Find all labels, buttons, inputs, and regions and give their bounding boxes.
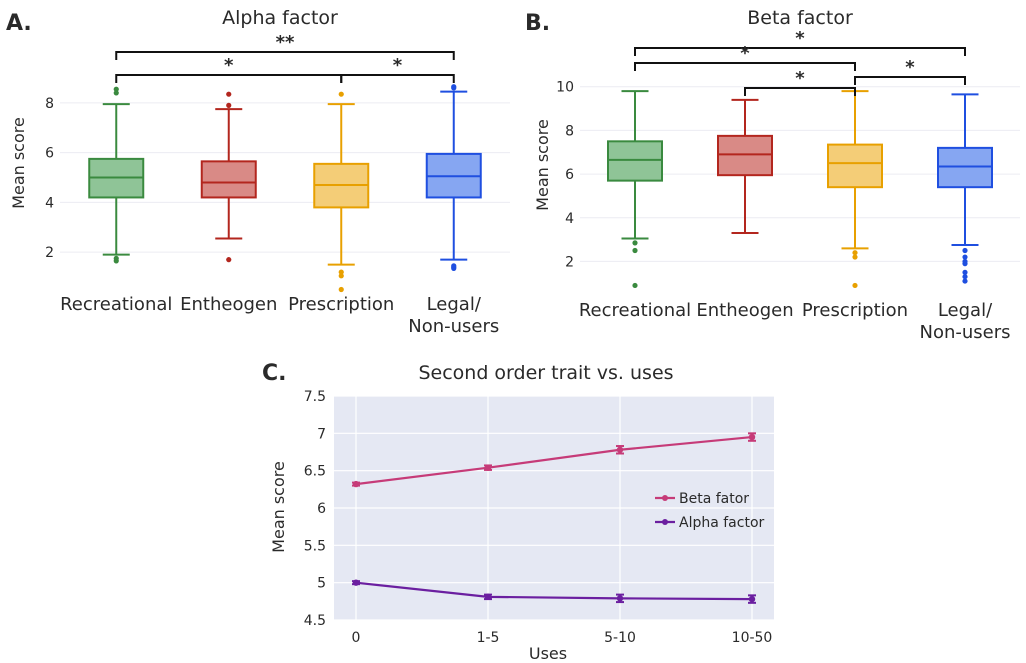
data-point [484, 593, 492, 601]
box-iqr [717, 134, 773, 177]
significance-marker: * [795, 28, 805, 49]
significance-marker: * [905, 57, 915, 78]
data-point [484, 464, 492, 471]
outlier-point [962, 269, 968, 275]
box-iqr [607, 140, 663, 182]
significance-bracket [115, 51, 455, 60]
x-tick-label: 10-50 [732, 630, 773, 646]
data-point [616, 595, 624, 602]
panel-c-xlabel: Uses [529, 644, 567, 663]
panel-b-title: Beta factor [747, 7, 853, 29]
panel-c: C. Second order trait vs. uses Mean scor… [262, 361, 774, 663]
significance-bracket [854, 76, 966, 85]
significance-bracket [340, 74, 455, 83]
y-tick-label: 6 [565, 167, 574, 183]
outlier-point [962, 258, 968, 265]
outlier-point [338, 273, 344, 279]
outlier-point [962, 247, 968, 254]
panel-a-letter: A. [6, 11, 32, 36]
panel-a-ylabel: Mean score [9, 117, 28, 209]
outlier-point [632, 282, 638, 289]
significance-marker: * [393, 55, 403, 76]
panel-c-ylabel: Mean score [269, 461, 288, 553]
y-tick-label: 4 [45, 195, 54, 211]
y-tick-label: 4.5 [304, 613, 326, 629]
outlier-point [962, 254, 968, 260]
y-tick-label: 10 [556, 80, 574, 96]
y-tick-label: 6.5 [304, 464, 326, 480]
outlier-point [226, 257, 232, 263]
data-point [748, 595, 756, 603]
y-tick-label: 7 [317, 426, 326, 442]
box-iqr [937, 146, 993, 189]
panel-a: A. Alpha factor Mean score 2 4 6 8 Recreatio… [6, 7, 510, 337]
x-category-label: Entheogen [696, 300, 793, 321]
y-tick-label: 4 [565, 211, 574, 227]
significance-bracket [744, 87, 856, 96]
x-tick-label: 5-10 [604, 630, 636, 646]
panel-b-letter: B. [525, 11, 550, 36]
significance-bracket [115, 74, 343, 83]
outlier-point [852, 282, 858, 289]
significance-bracket [634, 62, 856, 71]
data-point [616, 446, 624, 453]
x-category-label: Recreational [60, 294, 172, 315]
outlier-point [632, 240, 638, 246]
legend-label: Alpha factor [679, 515, 765, 531]
outlier-point [338, 269, 344, 275]
x-category-label: Legal/Non-users [408, 294, 499, 337]
outlier-point [962, 278, 968, 284]
panel-b-ylabel: Mean score [533, 119, 552, 211]
x-category-label: Entheogen [180, 294, 277, 315]
data-point [748, 433, 756, 441]
y-tick-label: 2 [565, 254, 574, 270]
y-tick-label: 8 [45, 96, 54, 112]
outlier-point [451, 263, 457, 269]
y-tick-label: 5.5 [304, 538, 326, 554]
y-tick-label: 8 [565, 123, 574, 139]
panel-a-title: Alpha factor [222, 7, 338, 29]
outlier-point [852, 250, 858, 256]
data-point [352, 480, 360, 488]
y-tick-label: 7.5 [304, 389, 326, 405]
outlier-point [962, 274, 968, 280]
x-category-label: Prescription [802, 300, 908, 321]
outlier-point [226, 102, 232, 108]
box-iqr [827, 143, 883, 189]
box-iqr [200, 160, 257, 199]
x-tick-label: 0 [352, 630, 361, 646]
y-tick-label: 6 [45, 146, 54, 162]
x-tick-label: 1-5 [477, 630, 500, 646]
outlier-point [852, 254, 858, 260]
legend-swatch-marker [662, 519, 668, 525]
y-tick-label: 2 [45, 245, 54, 261]
outlier-point [113, 90, 119, 96]
outlier-point [113, 255, 119, 262]
series-line [355, 435, 753, 486]
x-category-label: Recreational [579, 300, 691, 321]
significance-bracket [634, 47, 966, 56]
x-category-label: Prescription [288, 294, 394, 315]
y-tick-label: 6 [317, 501, 326, 517]
significance-marker: * [795, 68, 805, 89]
outlier-point [632, 247, 638, 254]
outlier-point [338, 91, 344, 97]
data-point [352, 579, 360, 586]
outlier-point [451, 84, 457, 90]
outlier-point [226, 91, 232, 97]
panel-c-letter: C. [262, 361, 287, 386]
significance-marker: * [224, 55, 234, 76]
legend-swatch-marker [662, 495, 668, 501]
x-category-label: Legal/Non-users [919, 300, 1010, 343]
panel-c-title: Second order trait vs. uses [418, 362, 673, 384]
legend-label: Beta fator [679, 491, 749, 507]
significance-marker: * [740, 43, 750, 64]
y-tick-label: 5 [317, 576, 326, 592]
panel-b: B. Beta factor Mean score 2 4 6 8 10 Recreati… [525, 7, 1020, 343]
significance-marker: ** [276, 32, 295, 53]
series-line [355, 581, 753, 601]
outlier-point [113, 86, 119, 92]
outlier-point [338, 286, 344, 293]
